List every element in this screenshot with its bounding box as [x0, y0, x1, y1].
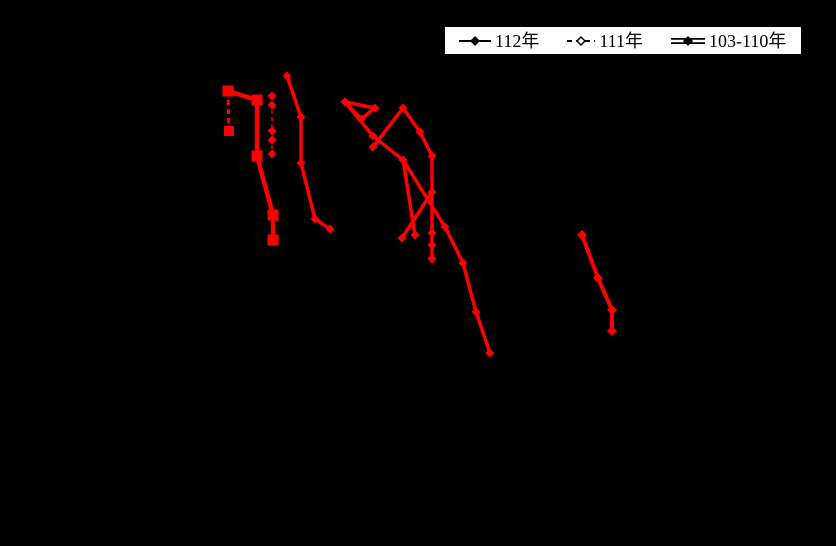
legend-entry-111: 111年: [566, 32, 643, 50]
solid-line-filled-diamond-icon: [459, 35, 491, 46]
dashed-line-open-diamond-icon: [567, 35, 596, 46]
legend-label-103-110: 103-110年: [709, 30, 787, 51]
legend-label-112: 112年: [495, 30, 540, 51]
chart-legend: 112年 111年 103-110年: [444, 26, 802, 55]
double-line-filled-diamond-icon: [671, 35, 706, 46]
legend-entry-112: 112年: [458, 32, 539, 50]
legend-entry-103-110: 103-110年: [670, 32, 786, 50]
legend-label-111: 111年: [599, 30, 644, 51]
